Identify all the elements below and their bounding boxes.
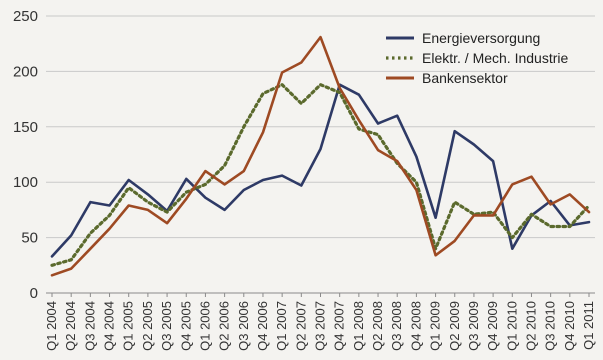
x-tick-label: Q4 2008 [408, 301, 423, 351]
x-axis-ticks: Q1 2004 Q2 2004 Q3 2004 Q4 2004 Q1 2005 Q2 20… [44, 293, 596, 351]
x-tick-label: Q3 2007 [313, 301, 328, 351]
x-tick-label: Q4 2004 [102, 301, 117, 351]
series-line-2 [50, 83, 591, 267]
x-tick-label: Q4 2009 [485, 301, 500, 351]
y-tick-label: 250 [13, 8, 38, 25]
x-tick-label: Q2 2005 [140, 301, 155, 351]
x-tick-label: Q1 2009 [428, 301, 443, 351]
y-tick-label: 50 [21, 230, 38, 247]
x-tick-label: Q1 2011 [581, 301, 596, 350]
x-tick-label: Q1 2010 [504, 301, 519, 351]
legend-label: Energieversorgung [422, 30, 540, 46]
legend-label: Bankensektor [422, 70, 508, 86]
x-tick-label: Q1 2006 [197, 301, 212, 351]
x-tick-label: Q2 2004 [63, 301, 78, 351]
x-tick-label: Q3 2010 [543, 301, 558, 351]
y-tick-label: 100 [13, 174, 38, 191]
series-line-1 [50, 83, 591, 258]
legend-label: Elektr. / Mech. Industrie [422, 50, 568, 66]
x-tick-label: Q2 2008 [370, 301, 385, 351]
y-tick-label: 150 [13, 119, 38, 136]
x-tick-label: Q4 2005 [178, 301, 193, 351]
x-tick-label: Q4 2006 [255, 301, 270, 351]
x-tick-label: Q3 2008 [389, 301, 404, 351]
series-layer [50, 35, 591, 277]
x-tick-label: Q4 2010 [562, 301, 577, 351]
x-tick-label: Q2 2006 [217, 301, 232, 351]
x-tick-label: Q1 2007 [274, 301, 289, 351]
x-tick-label: Q3 2006 [236, 301, 251, 351]
y-tick-label: 0 [30, 285, 38, 302]
x-tick-label: Q2 2010 [523, 301, 538, 351]
x-tick-label: Q4 2007 [332, 301, 347, 351]
x-tick-label: Q2 2007 [293, 301, 308, 351]
x-tick-label: Q3 2009 [466, 301, 481, 351]
x-tick-label: Q2 2009 [447, 301, 462, 351]
legend: Energieversorgung Elektr. / Mech. Industr… [386, 30, 568, 86]
series-line-3 [50, 35, 591, 277]
y-tick-label: 200 [13, 63, 38, 80]
x-tick-label: Q3 2004 [82, 301, 97, 351]
x-tick-label: Q1 2008 [351, 301, 366, 351]
grid-lines [46, 15, 595, 239]
x-tick-label: Q1 2004 [44, 301, 59, 351]
x-tick-label: Q3 2005 [159, 301, 174, 351]
y-axis-ticks: 0 50 100 150 200 250 [13, 8, 38, 302]
x-tick-label: Q1 2005 [121, 301, 136, 351]
